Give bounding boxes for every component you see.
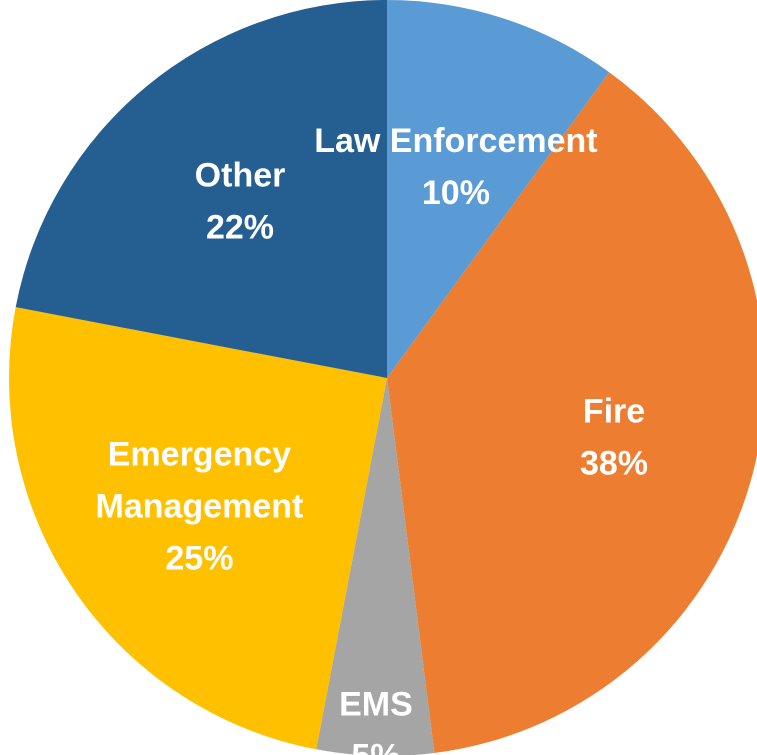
pie-labels: Law Enforcement 10% Fire 38% EMS 5% Emergency M…	[96, 122, 649, 755]
pie-slice-ems	[316, 378, 435, 755]
slice-category-label: Other	[195, 156, 286, 194]
slice-value-label: 22%	[206, 208, 274, 246]
slice-value-label: 38%	[580, 444, 648, 482]
slice-label-law-enforcement: Law Enforcement 10%	[314, 122, 597, 212]
slice-label-emergency-management: Emergency Management 25%	[96, 435, 304, 577]
slice-value-label: 5%	[351, 737, 400, 755]
pie-slice-emergency-management	[8, 307, 388, 750]
slice-value-label: 10%	[422, 174, 490, 212]
slice-label-fire: Fire 38%	[580, 392, 648, 482]
pie-slice-other	[15, 0, 387, 378]
pie-slice-fire	[387, 72, 757, 754]
slice-label-other: Other 22%	[195, 156, 286, 246]
slice-category-label: EMS	[339, 685, 413, 723]
pie-slice-law-enforcement	[387, 0, 610, 378]
slice-category-label: Law Enforcement	[314, 122, 597, 160]
slice-category-label: Fire	[583, 392, 645, 430]
slice-value-label: 25%	[165, 539, 233, 577]
pie-slices	[8, 0, 757, 755]
slice-label-ems: EMS 5%	[339, 685, 413, 755]
slice-category-label: Emergency	[108, 435, 291, 473]
slice-category-label: Management	[96, 487, 304, 525]
